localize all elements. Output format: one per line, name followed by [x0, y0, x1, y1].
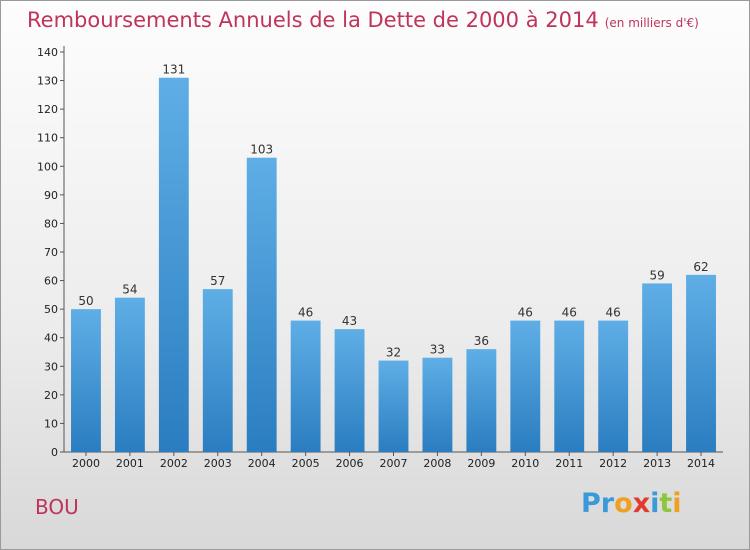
bar-2014	[686, 274, 716, 452]
x-tick-label-2014: 2014	[687, 457, 715, 470]
x-tick-label-2008: 2008	[423, 457, 451, 470]
x-tick-label-2006: 2006	[336, 457, 364, 470]
data-label-2006: 43	[342, 314, 357, 328]
x-tick-label-2002: 2002	[160, 457, 188, 470]
logo-letter: i	[650, 488, 660, 519]
x-tick-label-2004: 2004	[248, 457, 276, 470]
logo-letter: x	[632, 488, 651, 519]
data-label-2004: 103	[250, 143, 273, 157]
bar-2000	[71, 309, 101, 452]
x-tick-label-2001: 2001	[116, 457, 144, 470]
x-tick-label-2009: 2009	[467, 457, 495, 470]
y-tick-label: 120	[37, 103, 58, 116]
bar-2004	[246, 157, 277, 452]
bar-2001	[114, 297, 145, 452]
y-tick-label: 40	[44, 332, 58, 345]
bar-2002	[158, 77, 189, 452]
logo-letter: r	[600, 488, 615, 519]
y-tick-label: 70	[44, 246, 58, 259]
bar-2003	[202, 289, 233, 452]
x-tick-label-2013: 2013	[643, 457, 671, 470]
x-tick-label-2011: 2011	[555, 457, 583, 470]
y-tick-label: 30	[44, 360, 58, 373]
title-text: Remboursements Annuels de la Dette de 20…	[27, 8, 599, 32]
bar-2008	[422, 357, 453, 452]
data-label-2013: 59	[649, 268, 664, 282]
x-tick-label-2003: 2003	[204, 457, 232, 470]
y-tick-label: 50	[44, 303, 58, 316]
bar-2006	[334, 329, 365, 452]
x-tick-label-2005: 2005	[292, 457, 320, 470]
chart-title: Remboursements Annuels de la Dette de 20…	[27, 8, 699, 32]
data-label-2011: 46	[562, 306, 577, 320]
data-label-2014: 62	[693, 260, 708, 274]
data-label-2001: 54	[122, 283, 137, 297]
data-label-2012: 46	[606, 306, 621, 320]
data-label-2008: 33	[430, 343, 445, 357]
logo-letter: o	[614, 488, 633, 519]
x-tick-label-2000: 2000	[72, 457, 100, 470]
data-label-2010: 46	[518, 306, 533, 320]
x-tick-label-2010: 2010	[511, 457, 539, 470]
bar-2012	[598, 320, 629, 452]
y-tick-label: 110	[37, 132, 58, 145]
y-tick-label: 60	[44, 275, 58, 288]
y-tick-label: 100	[37, 160, 58, 173]
logo-letter: i	[672, 488, 682, 519]
y-tick-label: 140	[37, 46, 58, 59]
logo-letter: P	[581, 488, 601, 519]
bar-2007	[378, 360, 409, 452]
y-tick-label: 90	[44, 189, 58, 202]
x-tick-label-2012: 2012	[599, 457, 627, 470]
y-tick-label: 20	[44, 389, 58, 402]
bar-2009	[466, 349, 497, 452]
y-tick-label: 0	[51, 446, 58, 459]
chart-subtitle: (en milliers d'€)	[604, 16, 699, 30]
data-label-2007: 32	[386, 346, 401, 360]
data-label-2002: 131	[162, 63, 185, 77]
x-tick-label-2007: 2007	[380, 457, 408, 470]
data-label-2003: 57	[210, 274, 225, 288]
y-tick-label: 130	[37, 75, 58, 88]
bar-2005	[290, 320, 321, 452]
proxiti-logo: Proxiti	[581, 488, 682, 519]
bar-2010	[510, 320, 541, 452]
data-label-2009: 36	[474, 334, 489, 348]
bar-2011	[554, 320, 585, 452]
y-tick-label: 10	[44, 417, 58, 430]
location-label: BOU	[35, 495, 79, 519]
logo-letter: t	[659, 488, 673, 519]
data-label-2000: 50	[78, 294, 93, 308]
data-label-2005: 46	[298, 306, 313, 320]
bar-2013	[642, 283, 673, 452]
y-tick-label: 80	[44, 217, 58, 230]
